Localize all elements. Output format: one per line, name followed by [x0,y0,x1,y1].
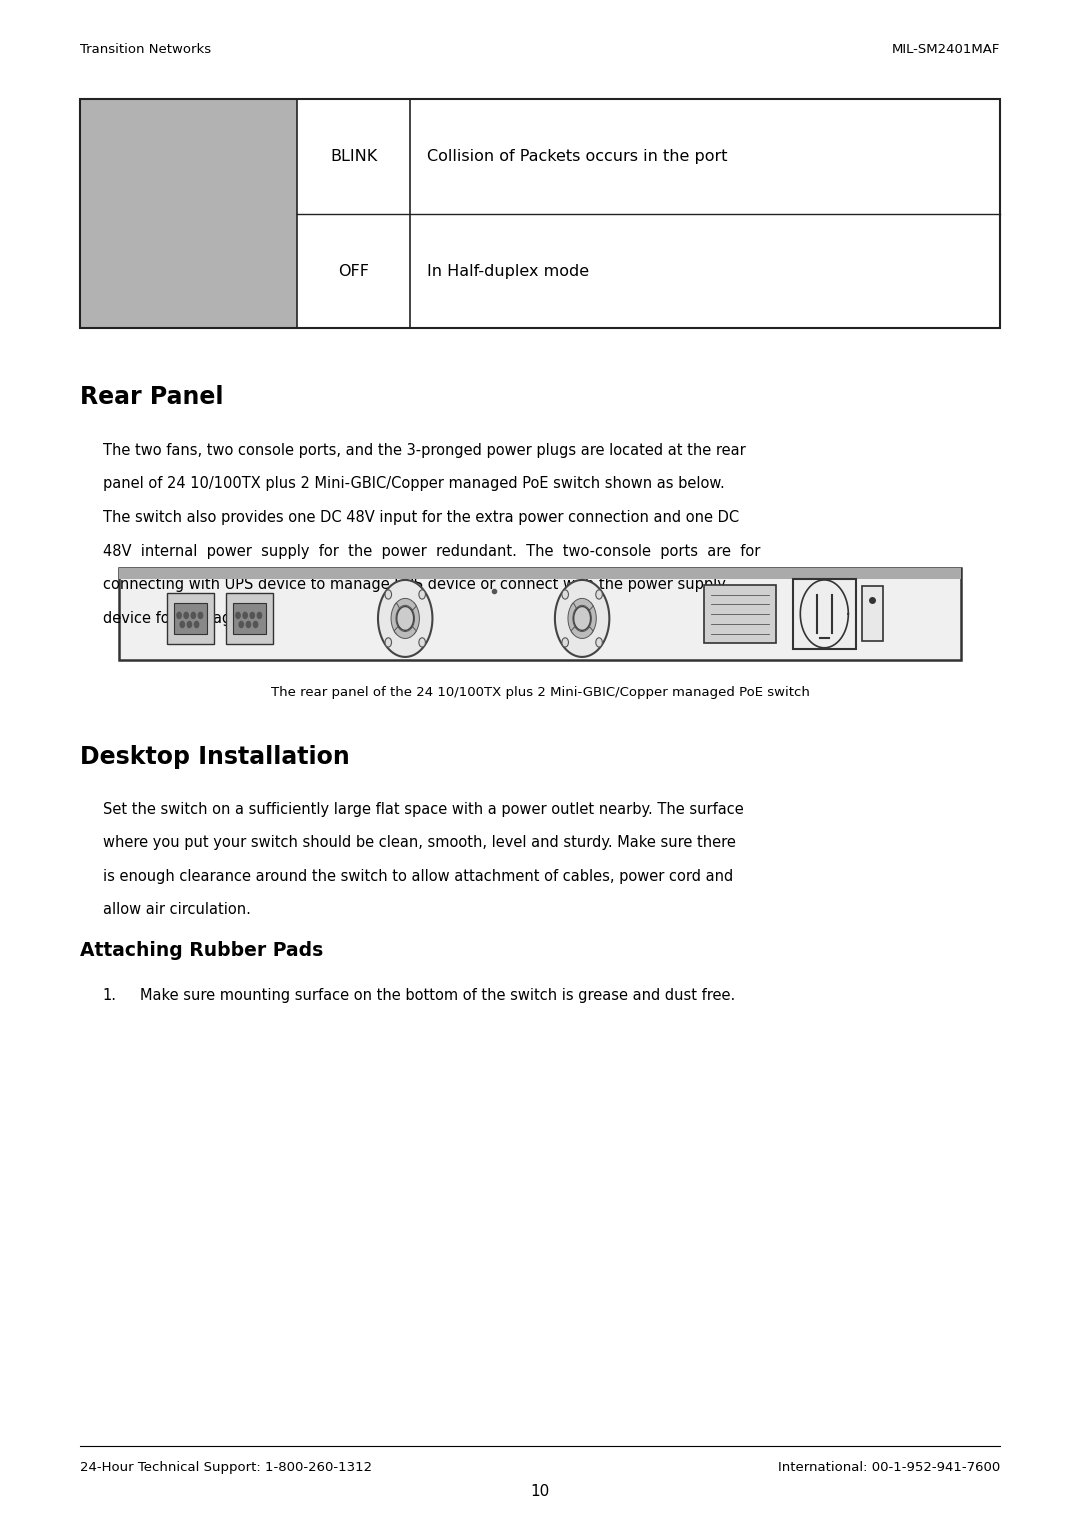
Circle shape [562,638,568,647]
Bar [226,592,272,644]
Circle shape [191,612,195,618]
Polygon shape [571,626,593,638]
Text: OFF: OFF [338,264,369,278]
Circle shape [180,621,185,628]
Text: The rear panel of the 24 10/100TX plus 2 Mini-GBIC/Copper managed PoE switch: The rear panel of the 24 10/100TX plus 2… [271,686,809,699]
Polygon shape [396,606,414,631]
Text: 24-Hour Technical Support: 1-800-260-1312: 24-Hour Technical Support: 1-800-260-131… [80,1461,372,1475]
Bar [119,568,961,579]
Text: Desktop Installation: Desktop Installation [80,745,350,770]
Text: where you put your switch should be clean, smooth, level and sturdy. Make sure t: where you put your switch should be clea… [103,835,735,851]
Text: 1.: 1. [103,988,117,1003]
Text: Rear Panel: Rear Panel [80,385,224,409]
Text: Set the switch on a sufficiently large flat space with a power outlet nearby. Th: Set the switch on a sufficiently large f… [103,802,743,817]
Bar [167,592,214,644]
Bar [862,586,882,641]
Bar [119,568,961,660]
Polygon shape [573,606,591,631]
Circle shape [596,638,603,647]
Circle shape [254,621,258,628]
Circle shape [251,612,255,618]
Bar [233,603,266,634]
Bar [80,99,297,328]
Text: allow air circulation.: allow air circulation. [103,902,251,918]
Text: Make sure mounting surface on the bottom of the switch is grease and dust free.: Make sure mounting surface on the bottom… [140,988,735,1003]
Text: BLINK: BLINK [330,150,377,163]
Polygon shape [555,580,609,657]
Polygon shape [568,603,577,634]
Bar [80,99,1000,328]
Text: International: 00-1-952-941-7600: International: 00-1-952-941-7600 [778,1461,1000,1475]
Text: The two fans, two console ports, and the 3-pronged power plugs are located at th: The two fans, two console ports, and the… [103,443,745,458]
Circle shape [257,612,261,618]
Circle shape [419,589,426,599]
Circle shape [235,612,240,618]
Text: is enough clearance around the switch to allow attachment of cables, power cord : is enough clearance around the switch to… [103,869,733,884]
Circle shape [239,621,243,628]
Bar [793,579,856,649]
Polygon shape [391,603,400,634]
Bar [174,603,206,634]
Text: 48V  internal  power  supply  for  the  power  redundant.  The  two-console  por: 48V internal power supply for the power … [103,544,760,559]
Circle shape [246,621,251,628]
Text: device for managing it.: device for managing it. [103,611,273,626]
Circle shape [184,612,188,618]
Polygon shape [588,603,596,634]
Text: connecting with UPS device to manage UPS device or connect with the power supply: connecting with UPS device to manage UPS… [103,577,726,592]
Circle shape [199,612,203,618]
Circle shape [384,638,392,647]
Text: MIL-SM2401MAF: MIL-SM2401MAF [892,43,1000,56]
Circle shape [562,589,568,599]
Text: The switch also provides one DC 48V input for the extra power connection and one: The switch also provides one DC 48V inpu… [103,510,739,525]
Circle shape [187,621,191,628]
Circle shape [194,621,199,628]
Circle shape [177,612,181,618]
Circle shape [243,612,247,618]
Text: panel of 24 10/100TX plus 2 Mini-GBIC/Copper managed PoE switch shown as below.: panel of 24 10/100TX plus 2 Mini-GBIC/Co… [103,476,725,492]
Text: In Half-duplex mode: In Half-duplex mode [427,264,589,278]
Polygon shape [378,580,432,657]
Text: Collision of Packets occurs in the port: Collision of Packets occurs in the port [427,150,727,163]
Text: 10: 10 [530,1484,550,1500]
Bar [704,585,775,643]
Polygon shape [411,603,419,634]
Polygon shape [394,626,416,638]
Text: Transition Networks: Transition Networks [80,43,211,56]
Text: Attaching Rubber Pads: Attaching Rubber Pads [80,941,323,959]
Circle shape [384,589,392,599]
Polygon shape [571,599,593,611]
Circle shape [419,638,426,647]
Polygon shape [394,599,416,611]
Circle shape [596,589,603,599]
